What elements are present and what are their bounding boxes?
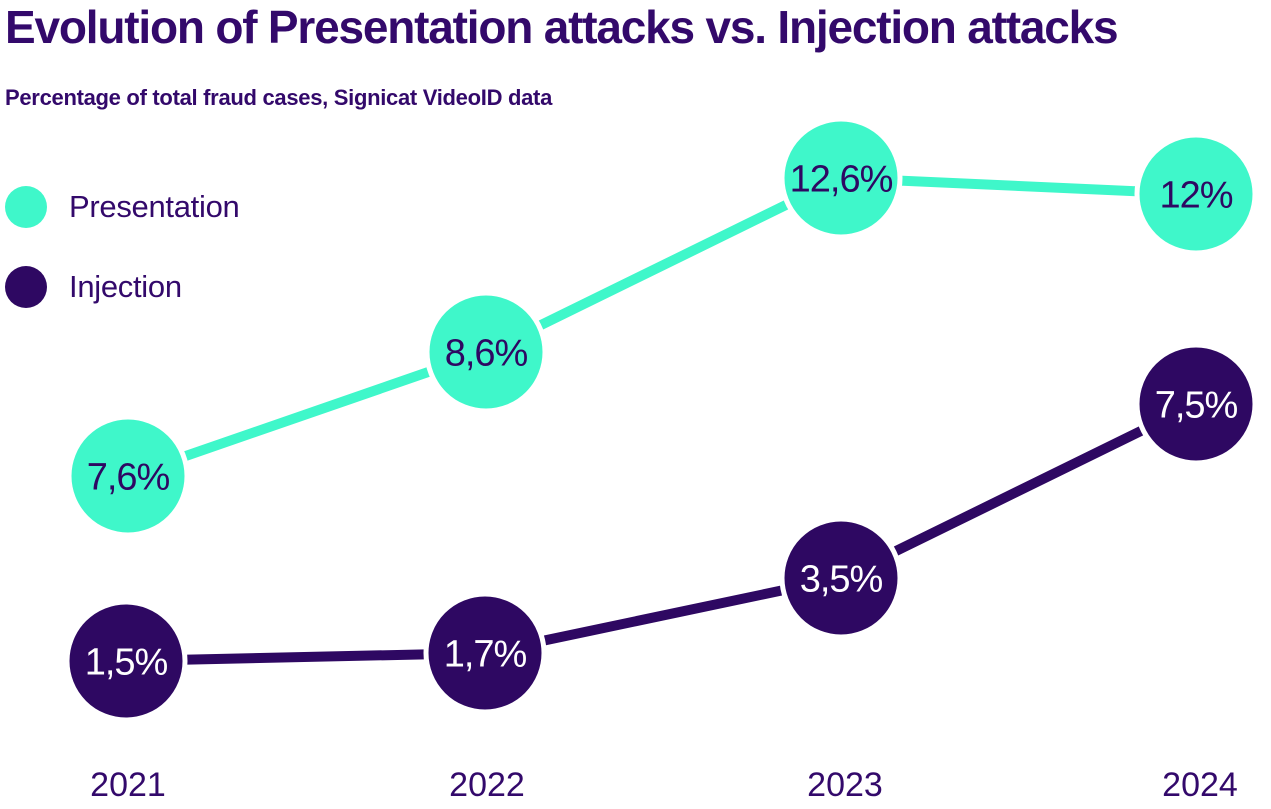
data-point-label-injection-2022: 1,7% xyxy=(444,633,527,675)
data-point-injection-2021 xyxy=(64,599,188,723)
legend-item-injection: Injection xyxy=(5,266,239,308)
legend-item-presentation: Presentation xyxy=(5,186,240,228)
data-point-label-presentation-2023: 12,6% xyxy=(790,158,893,200)
data-point-injection-2022 xyxy=(423,591,547,715)
x-axis-label-2024: 2024 xyxy=(1162,766,1238,804)
chart-subtitle: Percentage of total fraud cases, Signica… xyxy=(5,85,553,110)
data-point-label-injection-2024: 7,5% xyxy=(1155,384,1238,426)
legend-label-injection: Injection xyxy=(69,269,182,304)
data-point-presentation-2024 xyxy=(1134,132,1258,256)
series-line-injection xyxy=(125,399,1199,666)
data-point-presentation-2023 xyxy=(779,116,903,240)
x-axis-label-2021: 2021 xyxy=(90,766,166,804)
data-point-label-presentation-2022: 8,6% xyxy=(445,332,528,374)
legend: Presentation Injection xyxy=(5,186,240,308)
x-axis-label-2022: 2022 xyxy=(449,766,525,804)
data-point-presentation-2021 xyxy=(66,414,190,538)
data-point-label-presentation-2024: 12% xyxy=(1159,174,1232,216)
data-point-label-injection-2021: 1,5% xyxy=(85,641,168,683)
data-point-presentation-2022 xyxy=(424,290,548,414)
x-axis-label-2023: 2023 xyxy=(807,766,883,804)
data-point-injection-2024 xyxy=(1134,342,1258,466)
data-point-injection-2023 xyxy=(779,516,903,640)
injection-swatch-icon xyxy=(5,266,47,308)
legend-label-presentation: Presentation xyxy=(69,189,240,224)
data-point-label-presentation-2021: 7,6% xyxy=(87,456,170,498)
series-line-presentation xyxy=(126,172,1197,481)
presentation-swatch-icon xyxy=(5,186,47,228)
data-point-label-injection-2023: 3,5% xyxy=(800,558,883,600)
chart-title: Evolution of Presentation attacks vs. In… xyxy=(5,1,1119,53)
